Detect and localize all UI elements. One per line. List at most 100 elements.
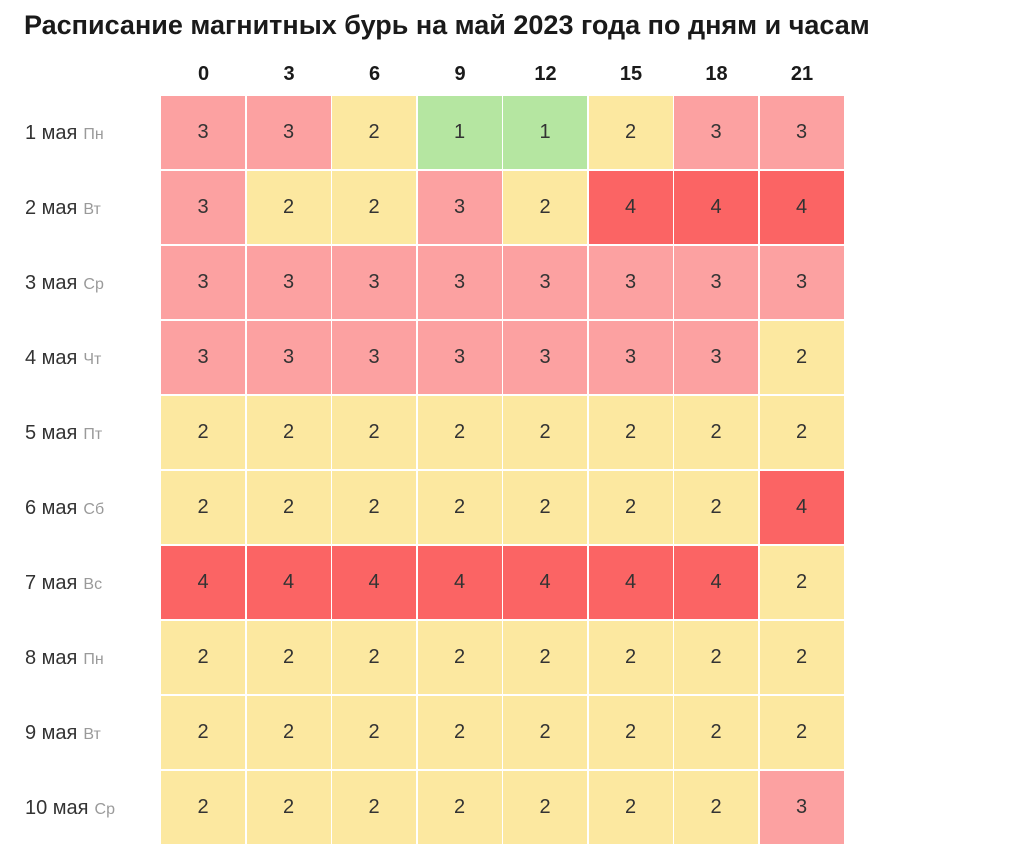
kp-cell: 2 bbox=[246, 171, 331, 244]
kp-cell: 2 bbox=[588, 621, 673, 694]
day-date: 4 мая bbox=[25, 347, 78, 369]
day-weekday: Сб bbox=[83, 501, 105, 518]
kp-cell: 2 bbox=[332, 696, 416, 769]
day-date: 3 мая bbox=[25, 272, 78, 294]
day-label: 7 мая Вс bbox=[25, 546, 102, 620]
kp-cell: 3 bbox=[161, 171, 245, 244]
kp-cell: 3 bbox=[332, 246, 416, 319]
hour-label: 12 bbox=[534, 63, 557, 85]
kp-cell: 2 bbox=[588, 471, 673, 544]
kp-cell: 2 bbox=[417, 696, 502, 769]
kp-cell: 2 bbox=[588, 771, 673, 844]
kp-cell: 3 bbox=[674, 321, 758, 394]
day-date: 1 мая bbox=[25, 122, 78, 144]
kp-cell: 4 bbox=[417, 546, 502, 619]
kp-cell: 3 bbox=[588, 321, 673, 394]
kp-cell: 2 bbox=[674, 396, 758, 469]
kp-cell: 4 bbox=[674, 546, 758, 619]
kp-cell: 2 bbox=[417, 621, 502, 694]
day-label: 9 мая Вт bbox=[25, 696, 101, 770]
day-weekday: Чт bbox=[83, 351, 102, 368]
day-date: 6 мая bbox=[25, 497, 78, 519]
kp-cell: 2 bbox=[759, 321, 844, 394]
kp-cell: 4 bbox=[759, 171, 844, 244]
kp-cell: 2 bbox=[417, 771, 502, 844]
kp-cell: 2 bbox=[332, 471, 416, 544]
kp-cell: 2 bbox=[246, 696, 331, 769]
kp-cell: 3 bbox=[246, 321, 331, 394]
day-weekday: Пн bbox=[83, 651, 104, 668]
kp-cell: 2 bbox=[332, 771, 416, 844]
day-weekday: Вт bbox=[83, 726, 101, 743]
day-label: 1 мая Пн bbox=[25, 96, 104, 170]
kp-cell: 3 bbox=[161, 321, 245, 394]
kp-cell: 1 bbox=[417, 96, 502, 169]
day-date: 9 мая bbox=[25, 722, 78, 744]
kp-cell: 2 bbox=[503, 396, 587, 469]
kp-cell: 2 bbox=[417, 396, 502, 469]
kp-cell: 3 bbox=[759, 771, 844, 844]
day-label: 6 мая Сб bbox=[25, 471, 104, 545]
kp-cell: 3 bbox=[674, 246, 758, 319]
kp-cell: 4 bbox=[588, 546, 673, 619]
kp-cell: 2 bbox=[161, 621, 245, 694]
chart-title: Расписание магнитных бурь на май 2023 го… bbox=[24, 10, 870, 40]
kp-cell: 4 bbox=[503, 546, 587, 619]
kp-cell: 3 bbox=[332, 321, 416, 394]
kp-cell: 2 bbox=[246, 471, 331, 544]
kp-cell: 3 bbox=[246, 96, 331, 169]
kp-cell: 4 bbox=[759, 471, 844, 544]
day-date: 10 мая bbox=[25, 797, 89, 819]
kp-cell: 2 bbox=[332, 96, 416, 169]
kp-cell: 2 bbox=[588, 396, 673, 469]
day-weekday: Вт bbox=[83, 201, 101, 218]
hour-label: 15 bbox=[619, 63, 643, 85]
kp-cell: 3 bbox=[759, 246, 844, 319]
kp-cell: 2 bbox=[503, 171, 587, 244]
kp-cell: 2 bbox=[759, 621, 844, 694]
hour-label: 18 bbox=[705, 63, 728, 85]
kp-cell: 3 bbox=[674, 96, 758, 169]
hour-label: 0 bbox=[197, 63, 210, 85]
kp-cell: 4 bbox=[161, 546, 245, 619]
kp-cell: 2 bbox=[503, 696, 587, 769]
kp-cell: 4 bbox=[674, 171, 758, 244]
kp-cell: 2 bbox=[674, 771, 758, 844]
kp-cell: 2 bbox=[417, 471, 502, 544]
day-label: 3 мая Ср bbox=[25, 246, 104, 320]
day-date: 2 мая bbox=[25, 197, 78, 219]
kp-cell: 2 bbox=[246, 771, 331, 844]
kp-cell: 3 bbox=[503, 321, 587, 394]
day-weekday: Пт bbox=[83, 426, 103, 443]
kp-cell: 2 bbox=[588, 696, 673, 769]
day-label: 5 мая Пт bbox=[25, 396, 102, 470]
hour-label: 3 bbox=[283, 63, 295, 85]
kp-cell: 4 bbox=[588, 171, 673, 244]
kp-cell: 1 bbox=[503, 96, 587, 169]
kp-cell: 2 bbox=[759, 696, 844, 769]
kp-cell: 2 bbox=[674, 471, 758, 544]
day-label: 8 мая Пн bbox=[25, 621, 104, 695]
kp-cell: 3 bbox=[161, 246, 245, 319]
kp-cell: 3 bbox=[759, 96, 844, 169]
day-label: 10 мая Ср bbox=[25, 771, 115, 845]
kp-cell: 2 bbox=[759, 396, 844, 469]
kp-cell: 2 bbox=[503, 621, 587, 694]
kp-cell: 2 bbox=[332, 621, 416, 694]
day-date: 7 мая bbox=[25, 572, 78, 594]
kp-cell: 2 bbox=[759, 546, 844, 619]
hour-label: 21 bbox=[790, 63, 814, 85]
kp-cell: 4 bbox=[246, 546, 331, 619]
kp-cell: 2 bbox=[674, 621, 758, 694]
kp-cell: 2 bbox=[332, 396, 416, 469]
kp-cell: 3 bbox=[417, 246, 502, 319]
day-weekday: Ср bbox=[94, 801, 115, 818]
kp-cell: 2 bbox=[332, 171, 416, 244]
day-date: 8 мая bbox=[25, 647, 78, 669]
kp-cell: 2 bbox=[674, 696, 758, 769]
kp-cell: 3 bbox=[503, 246, 587, 319]
day-date: 5 мая bbox=[25, 422, 78, 444]
kp-cell: 2 bbox=[161, 396, 245, 469]
hour-label: 6 bbox=[368, 63, 381, 85]
kp-cell: 2 bbox=[161, 471, 245, 544]
